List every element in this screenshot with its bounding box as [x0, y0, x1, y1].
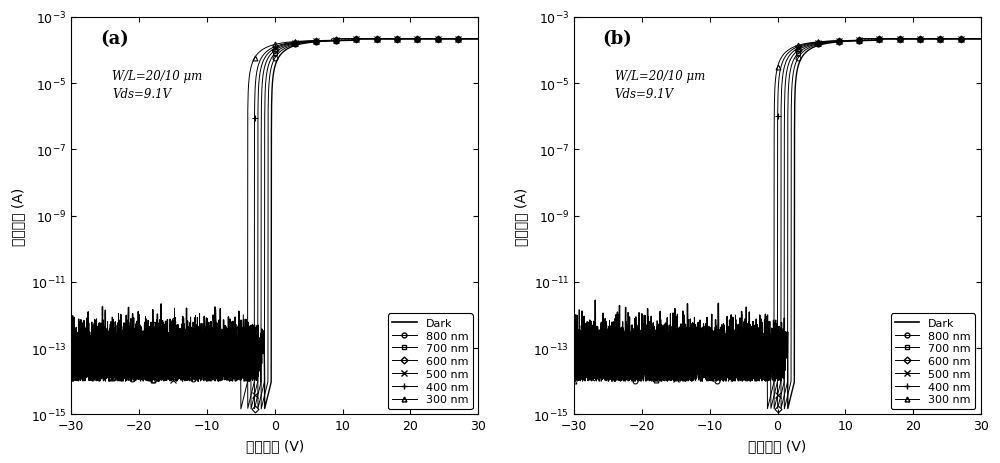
Legend: Dark, 800 nm, 700 nm, 600 nm, 500 nm, 400 nm, 300 nm: Dark, 800 nm, 700 nm, 600 nm, 500 nm, 40…	[891, 314, 975, 409]
Y-axis label: 漏极电流 (A): 漏极电流 (A)	[11, 187, 25, 245]
X-axis label: 栋极电压 (V): 栋极电压 (V)	[246, 438, 304, 452]
Text: (b): (b)	[603, 30, 632, 48]
Text: (a): (a)	[100, 30, 129, 48]
Text: W/L=20/10 μm
Vds=9.1V: W/L=20/10 μm Vds=9.1V	[615, 69, 705, 100]
Legend: Dark, 800 nm, 700 nm, 600 nm, 500 nm, 400 nm, 300 nm: Dark, 800 nm, 700 nm, 600 nm, 500 nm, 40…	[388, 314, 473, 409]
Y-axis label: 漏极电流 (A): 漏极电流 (A)	[514, 187, 528, 245]
X-axis label: 栋极电压 (V): 栋极电压 (V)	[748, 438, 807, 452]
Text: W/L=20/10 μm
Vds=9.1V: W/L=20/10 μm Vds=9.1V	[112, 69, 202, 100]
